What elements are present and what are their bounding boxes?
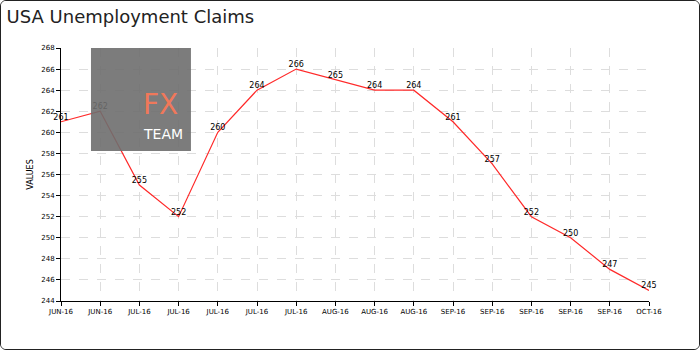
- svg-text:JUN-16: JUN-16: [87, 308, 112, 316]
- svg-text:265: 265: [328, 71, 343, 80]
- svg-text:SEP-16: SEP-16: [480, 308, 505, 316]
- svg-text:260: 260: [210, 123, 225, 132]
- svg-text:SEP-16: SEP-16: [519, 308, 544, 316]
- svg-text:266: 266: [41, 66, 55, 74]
- svg-text:261: 261: [53, 113, 68, 122]
- svg-text:SEP-16: SEP-16: [558, 308, 583, 316]
- svg-text:247: 247: [602, 260, 617, 269]
- svg-text:AUG-16: AUG-16: [322, 308, 349, 316]
- svg-text:244: 244: [41, 297, 55, 305]
- svg-text:JUL-16: JUL-16: [206, 308, 230, 316]
- svg-text:260: 260: [41, 129, 54, 137]
- svg-text:JUL-16: JUL-16: [284, 308, 308, 316]
- svg-text:264: 264: [41, 87, 55, 95]
- svg-text:268: 268: [41, 44, 54, 52]
- svg-text:246: 246: [41, 276, 55, 284]
- svg-text:VALUES: VALUES: [26, 159, 35, 189]
- svg-text:FX: FX: [143, 88, 178, 121]
- svg-text:261: 261: [445, 113, 460, 122]
- svg-text:JUL-16: JUL-16: [245, 308, 269, 316]
- svg-text:AUG-16: AUG-16: [400, 308, 427, 316]
- svg-text:SEP-16: SEP-16: [441, 308, 466, 316]
- svg-text:248: 248: [41, 255, 54, 263]
- svg-text:252: 252: [524, 208, 539, 217]
- svg-text:JUL-16: JUL-16: [166, 308, 190, 316]
- svg-text:250: 250: [563, 229, 578, 238]
- svg-text:AUG-16: AUG-16: [361, 308, 388, 316]
- svg-text:258: 258: [41, 150, 54, 158]
- svg-text:264: 264: [249, 81, 264, 90]
- svg-text:262: 262: [93, 102, 108, 111]
- svg-text:SEP-16: SEP-16: [598, 308, 623, 316]
- svg-text:262: 262: [41, 108, 54, 116]
- svg-text:254: 254: [41, 192, 55, 200]
- svg-text:OCT-16: OCT-16: [636, 308, 662, 316]
- svg-text:256: 256: [41, 171, 55, 179]
- svg-text:252: 252: [41, 213, 54, 221]
- svg-text:252: 252: [171, 208, 186, 217]
- svg-text:USA Unemployment Claims: USA Unemployment Claims: [7, 6, 255, 27]
- svg-text:JUN-16: JUN-16: [48, 308, 73, 316]
- svg-text:250: 250: [41, 234, 54, 242]
- svg-text:257: 257: [485, 155, 500, 164]
- svg-text:245: 245: [641, 281, 656, 290]
- svg-text:TEAM: TEAM: [143, 126, 183, 142]
- svg-text:264: 264: [367, 81, 382, 90]
- svg-text:264: 264: [406, 81, 421, 90]
- svg-text:255: 255: [132, 176, 147, 185]
- svg-text:266: 266: [289, 60, 304, 69]
- svg-text:JUL-16: JUL-16: [127, 308, 151, 316]
